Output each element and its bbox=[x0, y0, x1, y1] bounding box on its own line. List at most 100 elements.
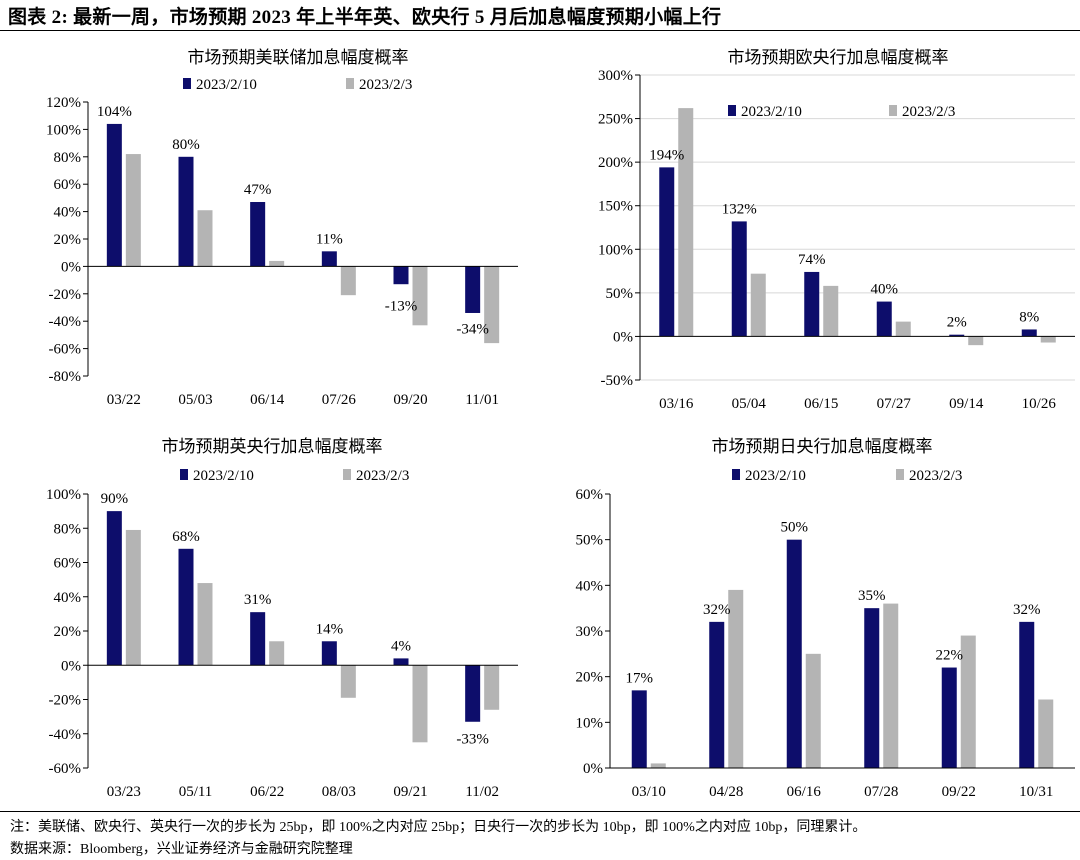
y-tick-label: 20% bbox=[54, 624, 82, 640]
legend-label-series-1: 2023/2/10 bbox=[741, 104, 802, 120]
x-tick-label: 05/03 bbox=[178, 392, 212, 408]
legend-label-series-1: 2023/2/10 bbox=[745, 468, 806, 484]
data-label: 74% bbox=[798, 252, 826, 268]
x-tick-label: 09/14 bbox=[949, 396, 984, 412]
bar-series-2 bbox=[484, 266, 500, 344]
fed-hike-probability-chart: 市场预期美联储加息幅度概率 120% 100% 80% 60% 40% 20% 0% -20% -… bbox=[46, 48, 518, 408]
boe-hike-probability-chart: 市场预期英央行加息幅度概率 100% 80% 60% 40% 20% 0% -20% -40% -… bbox=[46, 437, 518, 800]
bar-series-1 bbox=[393, 658, 409, 666]
legend-swatch-series-1 bbox=[728, 105, 736, 116]
x-tick-label: 06/14 bbox=[250, 392, 285, 408]
footnote: 注：美联储、欧央行、英央行一次的步长为 25bp，即 100%之内对应 25bp… bbox=[10, 820, 867, 835]
bar-series-2 bbox=[968, 336, 984, 346]
bar-series-2 bbox=[197, 210, 213, 267]
x-tick-label: 07/28 bbox=[864, 784, 898, 800]
y-tick-label: 80% bbox=[54, 521, 82, 537]
y-tick-label: -60% bbox=[49, 342, 82, 358]
data-label: -33% bbox=[456, 731, 489, 747]
x-tick-label: 09/20 bbox=[393, 392, 427, 408]
x-tick-label: 03/23 bbox=[107, 784, 141, 800]
data-label: 80% bbox=[172, 137, 200, 153]
bar-series-1 bbox=[178, 156, 194, 267]
data-label: 2% bbox=[947, 315, 967, 331]
bar-series-2 bbox=[269, 641, 285, 666]
y-tick-label: 200% bbox=[598, 155, 633, 171]
x-tick-label: 03/10 bbox=[632, 784, 666, 800]
bar-series-2 bbox=[960, 635, 976, 768]
x-tick-label: 11/02 bbox=[465, 784, 499, 800]
y-tick-label: 250% bbox=[598, 112, 633, 128]
ecb-hike-probability-chart: 市场预期欧央行加息幅度概率 300% 250% 200% 150% 100% 50% 0% -5… bbox=[598, 48, 1075, 412]
bar-series-1 bbox=[106, 511, 122, 666]
y-tick-label: -20% bbox=[49, 693, 82, 709]
bar-series-1 bbox=[949, 334, 965, 337]
chart-title: 市场预期欧央行加息幅度概率 bbox=[728, 48, 949, 67]
y-tick-label: -80% bbox=[49, 369, 82, 385]
bar-series-2 bbox=[1038, 699, 1054, 768]
data-label: 132% bbox=[722, 201, 757, 217]
y-tick-label: 100% bbox=[46, 487, 81, 503]
bar-series-1 bbox=[321, 641, 337, 666]
bar-series-1 bbox=[1021, 329, 1037, 337]
x-tick-label: 06/22 bbox=[250, 784, 284, 800]
legend-swatch-series-1 bbox=[180, 469, 188, 480]
bar-series-1 bbox=[941, 667, 957, 768]
bar-series-2 bbox=[484, 665, 500, 710]
data-label: 22% bbox=[936, 648, 964, 664]
x-tick-label: 06/16 bbox=[787, 784, 822, 800]
legend-label-series-2: 2023/2/3 bbox=[356, 468, 409, 484]
y-tick-label: 100% bbox=[46, 122, 81, 138]
y-tick-label: 120% bbox=[46, 95, 81, 111]
bar-series-2 bbox=[728, 589, 744, 768]
bar-series-2 bbox=[269, 260, 285, 267]
y-tick-label: 150% bbox=[598, 199, 633, 215]
bar-series-1 bbox=[465, 266, 481, 313]
x-tick-label: 09/22 bbox=[942, 784, 976, 800]
bar-series-2 bbox=[125, 154, 141, 267]
figure-title: 图表 2: 最新一周，市场预期 2023 年上半年英、欧央行 5 月后加息幅度预… bbox=[8, 7, 722, 28]
data-label: 50% bbox=[781, 520, 809, 536]
legend-swatch-series-2 bbox=[343, 469, 351, 480]
y-tick-label: 30% bbox=[576, 624, 604, 640]
data-source: 数据来源：Bloomberg，兴业证券经济与金融研究院整理 bbox=[10, 842, 353, 857]
bar-series-2 bbox=[883, 603, 899, 768]
data-label: 90% bbox=[101, 491, 129, 507]
bar-series-2 bbox=[823, 285, 839, 337]
bar-series-1 bbox=[321, 251, 337, 267]
data-label: 14% bbox=[316, 621, 344, 637]
legend-swatch-series-2 bbox=[346, 78, 354, 89]
x-tick-label: 07/27 bbox=[877, 396, 912, 412]
y-tick-label: 60% bbox=[576, 487, 604, 503]
x-tick-label: 10/26 bbox=[1022, 396, 1057, 412]
bar-series-2 bbox=[412, 266, 428, 326]
y-tick-label: -60% bbox=[49, 761, 82, 777]
bar-series-1 bbox=[709, 621, 725, 768]
bar-series-1 bbox=[731, 221, 747, 337]
data-label: 32% bbox=[1013, 602, 1041, 618]
bar-series-2 bbox=[1040, 336, 1056, 343]
x-tick-label: 03/22 bbox=[107, 392, 141, 408]
x-tick-label: 05/04 bbox=[732, 396, 767, 412]
y-tick-label: 60% bbox=[54, 556, 82, 572]
chart-title: 市场预期日央行加息幅度概率 bbox=[712, 437, 933, 456]
chart-title: 市场预期英央行加息幅度概率 bbox=[162, 437, 383, 456]
bar-series-1 bbox=[864, 608, 880, 768]
data-label: 31% bbox=[244, 592, 272, 608]
y-tick-label: 50% bbox=[606, 286, 634, 302]
bar-series-1 bbox=[250, 202, 266, 267]
bar-series-2 bbox=[340, 665, 356, 698]
bar-series-2 bbox=[197, 583, 213, 666]
y-tick-label: 0% bbox=[613, 329, 633, 345]
data-label: -34% bbox=[456, 321, 489, 337]
data-label: 11% bbox=[316, 231, 343, 247]
y-tick-label: 0% bbox=[61, 259, 81, 275]
y-tick-label: 20% bbox=[54, 232, 82, 248]
x-tick-label: 11/01 bbox=[465, 392, 499, 408]
data-label: 17% bbox=[626, 670, 654, 686]
y-tick-label: 100% bbox=[598, 242, 633, 258]
chart-title: 市场预期美联储加息幅度概率 bbox=[188, 48, 409, 67]
y-tick-label: 50% bbox=[576, 533, 604, 549]
x-tick-label: 07/26 bbox=[322, 392, 357, 408]
data-label: -13% bbox=[385, 298, 418, 314]
bar-series-2 bbox=[412, 665, 428, 743]
